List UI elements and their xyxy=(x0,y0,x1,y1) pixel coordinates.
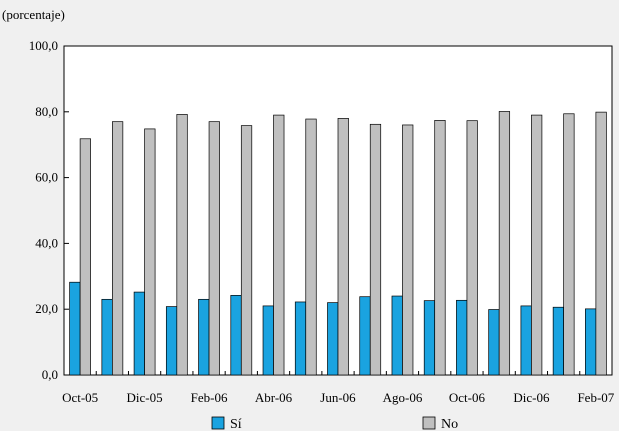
bar-si xyxy=(294,301,307,376)
y-axis: 0,0 20,0 40,0 60,0 80,0 100,0 xyxy=(29,38,69,382)
bar-si xyxy=(101,298,113,376)
bar-no xyxy=(144,128,156,376)
bar-no xyxy=(434,120,446,376)
bar-si xyxy=(359,296,371,376)
bar-si xyxy=(456,299,468,376)
bar-no xyxy=(240,125,253,376)
unit-label: (porcentaje) xyxy=(2,7,65,22)
bar-no xyxy=(305,118,317,376)
x-tick-label: Feb-07 xyxy=(577,390,614,405)
bar-no xyxy=(563,113,575,376)
bars xyxy=(69,111,607,376)
x-tick-label: Ago-06 xyxy=(383,390,423,405)
bar-si xyxy=(262,305,274,376)
x-tick-label: Oct-06 xyxy=(449,390,486,405)
bar-si xyxy=(552,306,564,376)
bar-si xyxy=(520,305,532,376)
x-axis: Oct-05 Dic-05 Feb-06 Abr-06 Jun-06 Ago-06 Oct-… xyxy=(62,371,615,405)
bar-si xyxy=(391,295,403,376)
y-tick-label: 20,0 xyxy=(35,301,58,316)
legend-swatch xyxy=(422,416,436,430)
legend-label: No xyxy=(441,417,458,431)
bar-no xyxy=(498,111,511,376)
y-tick-label: 0,0 xyxy=(42,367,58,382)
bar-no xyxy=(337,118,349,376)
x-tick-label: Dic-05 xyxy=(127,390,163,405)
bar-si xyxy=(198,298,210,376)
y-tick-label: 80,0 xyxy=(35,104,58,119)
y-tick-label: 60,0 xyxy=(35,170,58,185)
bar-no xyxy=(273,114,285,376)
legend-swatch xyxy=(211,416,225,430)
bar-si xyxy=(488,309,500,376)
legend-label: Sí xyxy=(230,417,242,431)
y-tick-label: 100,0 xyxy=(29,38,58,53)
x-tick-label: Feb-06 xyxy=(191,390,228,405)
legend: Sí No xyxy=(211,416,458,431)
x-tick-label: Abr-06 xyxy=(255,390,293,405)
bar-no xyxy=(466,120,478,376)
bar-si xyxy=(423,300,436,376)
bar-no xyxy=(112,121,124,376)
bar-si xyxy=(133,291,145,376)
x-tick-label: Oct-05 xyxy=(62,390,98,405)
bar-no xyxy=(531,114,543,376)
bar-no xyxy=(369,123,382,376)
bar-no xyxy=(402,124,414,376)
bar-no xyxy=(208,121,220,376)
bar-no xyxy=(176,114,188,376)
bar-si xyxy=(165,306,178,376)
bar-si xyxy=(230,295,242,376)
bar-si xyxy=(327,302,339,376)
bar-si xyxy=(69,281,81,376)
bar-no xyxy=(79,138,91,376)
x-tick-label: Dic-06 xyxy=(513,390,550,405)
y-tick-label: 40,0 xyxy=(35,235,58,250)
bar-si xyxy=(585,308,597,376)
x-tick-label: Jun-06 xyxy=(320,390,356,405)
bar-no xyxy=(595,111,607,376)
